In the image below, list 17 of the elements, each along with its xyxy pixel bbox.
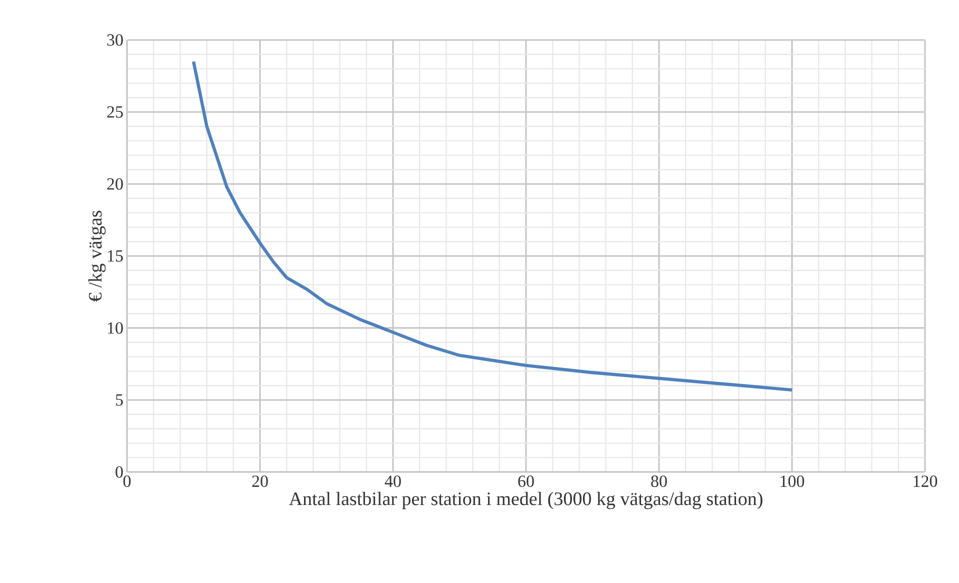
x-tick-label: 80 [651,476,667,487]
y-tick-label: 0 [116,466,123,478]
x-tick-label: 20 [252,476,268,487]
y-tick-label: 15 [108,250,123,262]
y-tick-label: 25 [107,106,123,118]
x-tick-label: 0 [123,476,131,487]
y-tick-label: 10 [108,322,123,334]
line-series [192,60,794,392]
y-tick-label: 5 [116,394,123,406]
x-axis-title: Antal lastbilar per station i medel (3000 kg vätgas/dag station) [289,492,762,510]
x-tick-label: 120 [914,476,938,487]
y-axis-title: € /kg vätgas [88,210,106,302]
x-tick-label: 100 [780,476,804,487]
y-tick-label: 20 [107,178,123,190]
x-tick-label: 60 [518,476,534,487]
x-tick-label: 40 [384,476,401,487]
y-tick-label: 30 [107,34,123,46]
